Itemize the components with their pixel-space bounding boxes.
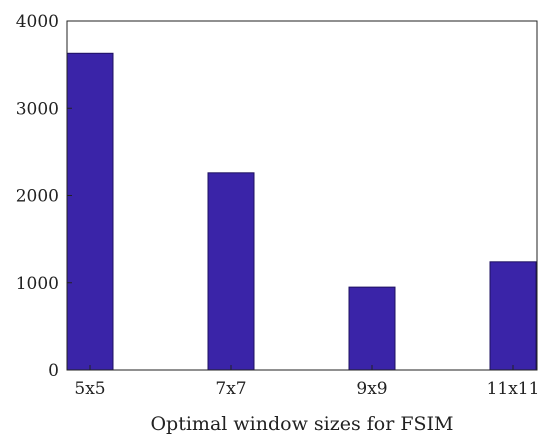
bar-5x5	[66, 52, 114, 371]
x-ticks-layer: 5x5 7x7 9x9 11x11	[74, 365, 539, 399]
x-tick-label: 9x9	[356, 379, 387, 399]
x-tick-label: 5x5	[74, 379, 105, 399]
bar-9x9	[348, 286, 396, 371]
x-axis-label: Optimal window sizes for FSIM	[150, 413, 453, 435]
y-ticks-layer: 0 1000 2000 3000 4000	[16, 12, 72, 381]
x-tick-label: 11x11	[487, 379, 540, 399]
plot-frame	[66, 20, 538, 371]
y-tick-label: 2000	[16, 187, 59, 207]
bar-11x11	[489, 261, 537, 371]
y-tick-label: 0	[48, 361, 59, 381]
y-tick-label: 1000	[16, 274, 59, 294]
y-tick-label: 4000	[16, 12, 59, 32]
bar-7x7	[207, 172, 255, 371]
y-tick-label: 3000	[16, 99, 59, 119]
x-tick-label: 7x7	[215, 379, 246, 399]
bars-layer	[66, 52, 537, 371]
